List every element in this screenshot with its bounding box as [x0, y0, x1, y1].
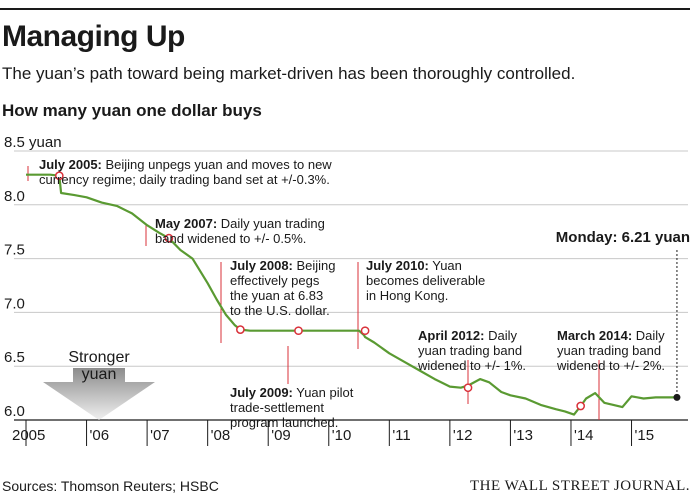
top-rule	[0, 8, 690, 10]
annotation-text: Beijing unpegs yuan and moves to new	[102, 157, 332, 172]
annotation-text: Beijing	[293, 258, 336, 273]
annotation-text: the yuan at 6.83	[230, 288, 323, 303]
annotation-text: widened to +/- 1%.	[417, 358, 526, 373]
annotation: July 2010: Yuan becomes deliverable in Hon…	[366, 258, 485, 303]
annotation-bold: April 2012:	[418, 328, 484, 343]
subtitle: The yuan’s path toward being market-driv…	[2, 64, 576, 83]
stronger-yuan-arrow	[43, 368, 155, 420]
annotation: July 2005: Beijing unpegs yuan and moves…	[39, 157, 332, 187]
annotation-text: Daily yuan trading	[217, 216, 325, 231]
y-tick-label: 6.0	[4, 403, 25, 420]
annotation-bold: March 2014:	[557, 328, 632, 343]
x-tick-label: 2005	[12, 427, 45, 444]
annotation-bold: July 2008:	[230, 258, 293, 273]
y-tick-label: 8.0	[4, 188, 25, 205]
annotation-bold: July 2005:	[39, 157, 102, 172]
annotation-text: program launched.	[230, 415, 338, 430]
annotation: April 2012: Daily yuan trading band widene…	[417, 328, 526, 373]
y-tick-label: 8.5 yuan	[4, 134, 62, 151]
annotation-text: Yuan	[429, 258, 462, 273]
event-marker	[463, 383, 473, 393]
source-note: Sources: Thomson Reuters; HSBC	[2, 478, 219, 494]
annotation-text: yuan trading band	[418, 343, 522, 358]
annotation-text: Daily	[632, 328, 665, 343]
annotation: July 2009: Yuan pilot trade-settlement pro…	[230, 385, 354, 430]
x-tick-label: '07	[150, 427, 170, 444]
annotation-text: in Hong Kong.	[366, 288, 448, 303]
annotation: May 2007: Daily yuan trading band widened…	[155, 216, 325, 246]
x-tick-label: '13	[513, 427, 533, 444]
event-marker	[236, 325, 245, 334]
annotation-text: becomes deliverable	[366, 273, 485, 288]
y-tick-label: 6.5	[4, 349, 25, 366]
annotation-text: Daily	[484, 328, 517, 343]
annotation-text: Yuan pilot	[293, 385, 354, 400]
annotation-text: effectively pegs	[230, 273, 320, 288]
annotation: July 2008: Beijing effectively pegs the yu…	[230, 258, 336, 318]
annotation-text: trade-settlement	[230, 400, 324, 415]
event-marker	[164, 233, 174, 243]
event-marker	[54, 171, 64, 181]
annotation: March 2014: Daily yuan trading band widene…	[556, 328, 665, 373]
publisher-logo: THE WALL STREET JOURNAL.	[469, 478, 690, 494]
series-line	[26, 173, 677, 416]
y-tick-label: 7.0	[4, 295, 25, 312]
page-title: Managing Up	[2, 20, 185, 53]
annotation-text: widened to +/- 2%.	[556, 358, 665, 373]
x-tick-label: '10	[332, 427, 352, 444]
annotation-text: currency regime; daily trading band set …	[39, 172, 330, 187]
annotation-bold: July 2010:	[366, 258, 429, 273]
x-tick-label: '14	[574, 427, 594, 444]
annotation-bold: July 2009:	[230, 385, 293, 400]
event-marker	[576, 401, 586, 411]
annotation-text: to the U.S. dollar.	[230, 303, 330, 318]
annotation-text: band widened to +/- 0.5%.	[155, 231, 306, 246]
x-tick-label: '15	[635, 427, 655, 444]
annotation-bold: May 2007:	[155, 216, 217, 231]
current-value-label: Monday: 6.21 yuan	[556, 229, 690, 246]
x-tick-label: '08	[211, 427, 231, 444]
arrow-label: yuan	[82, 366, 117, 383]
event-marker	[360, 326, 370, 336]
chart-title: How many yuan one dollar buys	[2, 101, 262, 120]
x-tick-label: '12	[453, 427, 473, 444]
x-tick-label: '06	[90, 427, 110, 444]
arrow-label: Stronger	[68, 349, 130, 366]
event-marker	[294, 326, 303, 336]
annotation-text: yuan trading band	[557, 343, 661, 358]
x-tick-label: '11	[392, 427, 410, 444]
current-point	[673, 393, 681, 401]
x-tick-label: '09	[271, 427, 291, 444]
y-tick-label: 7.5	[4, 242, 25, 259]
